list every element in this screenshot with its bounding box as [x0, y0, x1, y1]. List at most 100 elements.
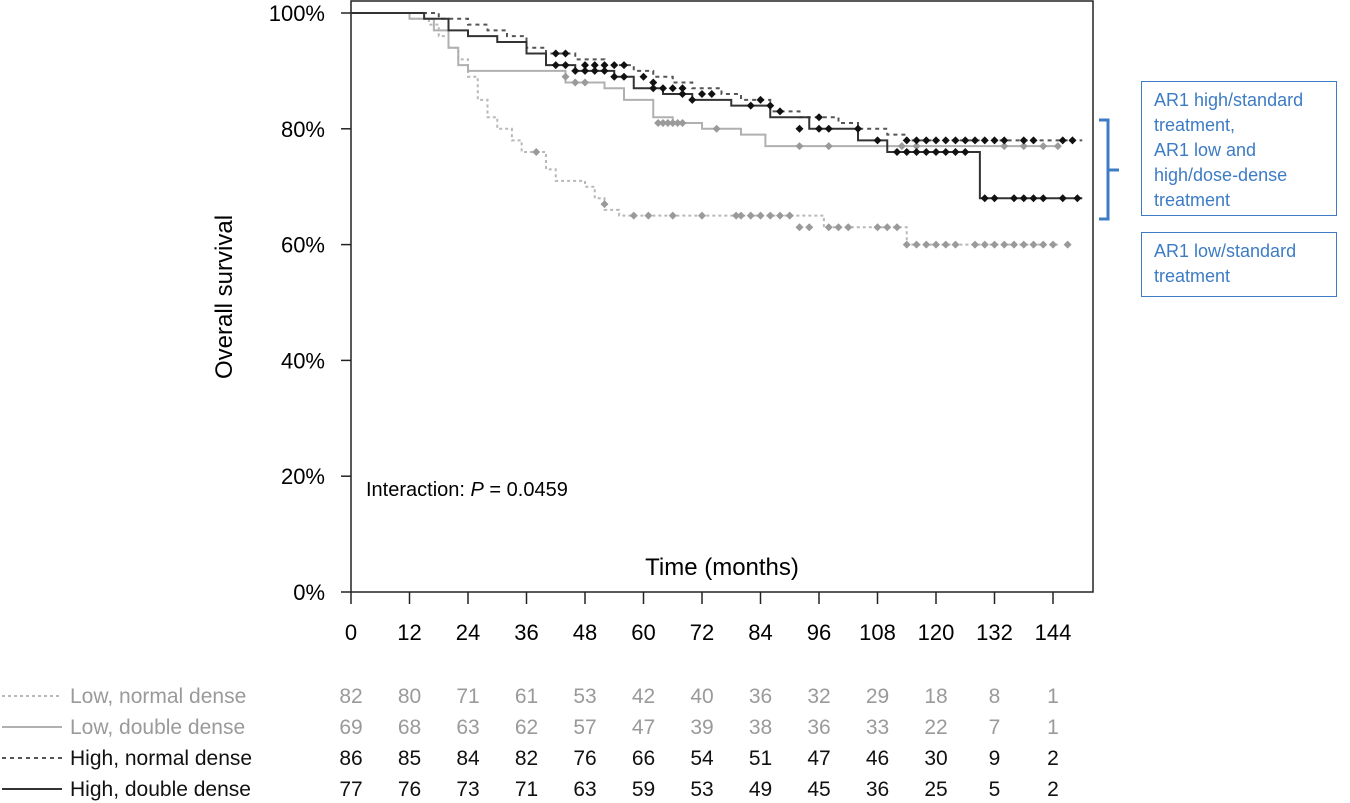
at-risk-count: 36	[807, 716, 830, 739]
at-risk-count: 2	[1047, 778, 1059, 801]
x-tick-label: 132	[976, 620, 1013, 645]
censor-mark	[678, 84, 687, 93]
legend-box-2-line: treatment	[1154, 266, 1231, 286]
series-line-3	[351, 12, 1083, 200]
at-risk-count: 38	[749, 716, 772, 739]
censor-mark	[649, 78, 658, 87]
at-risk-row-label: High, normal dense	[70, 747, 252, 770]
censor-mark	[737, 211, 745, 220]
censor-mark	[610, 72, 619, 81]
censor-mark	[776, 107, 784, 116]
censor-mark	[893, 223, 901, 232]
legend-box-low-standard: AR1 low/standard treatment	[1141, 232, 1337, 297]
annotation-prefix: Interaction:	[366, 479, 471, 501]
censor-mark	[698, 211, 706, 220]
at-risk-count: 82	[339, 685, 362, 708]
censor-mark	[897, 142, 906, 151]
censor-mark	[805, 223, 814, 232]
censor-mark	[590, 66, 599, 75]
censor-mark	[932, 240, 940, 249]
censor-mark	[629, 211, 638, 220]
y-tick-label: 40%	[281, 348, 325, 373]
censor-mark	[776, 211, 784, 220]
censor-mark	[707, 90, 716, 99]
censor-mark	[600, 200, 609, 209]
y-tick-label: 60%	[281, 233, 325, 258]
plot-frame	[350, 0, 1094, 593]
series-line-2	[351, 12, 1083, 142]
x-tick-label: 108	[859, 620, 896, 645]
censor-mark	[990, 136, 999, 145]
censor-mark	[1039, 194, 1048, 203]
at-risk-count: 40	[690, 685, 713, 708]
censor-mark	[902, 147, 911, 156]
x-tick-label: 120	[918, 620, 955, 645]
censor-mark	[824, 124, 833, 133]
censor-mark	[756, 211, 765, 220]
censor-mark	[980, 194, 989, 203]
censor-mark	[932, 136, 940, 145]
censor-mark	[1019, 142, 1028, 151]
censor-mark	[941, 147, 950, 156]
censor-mark	[551, 61, 560, 70]
at-risk-count: 86	[339, 747, 362, 770]
censor-mark	[663, 119, 672, 128]
censor-mark	[1000, 240, 1009, 249]
at-risk-count: 69	[339, 716, 362, 739]
censor-mark	[1053, 142, 1062, 151]
at-risk-count: 22	[924, 716, 947, 739]
at-risk-count: 30	[924, 747, 947, 770]
censor-mark	[746, 101, 755, 110]
censor-mark	[990, 240, 999, 249]
at-risk-count: 57	[573, 716, 596, 739]
at-risk-row-label: High, double dense	[70, 778, 251, 801]
at-risk-count: 66	[632, 747, 655, 770]
censor-mark	[649, 84, 658, 93]
censor-mark	[971, 240, 979, 249]
at-risk-row-label: Low, normal dense	[70, 685, 246, 708]
censor-mark	[1000, 142, 1009, 151]
censor-mark	[1019, 240, 1028, 249]
at-risk-count: 85	[398, 747, 421, 770]
series-line-0	[351, 12, 1058, 246]
censor-mark	[610, 61, 619, 70]
y-tick-label: 100%	[269, 1, 325, 26]
censor-mark	[815, 124, 823, 133]
at-risk-count: 71	[515, 778, 538, 801]
censor-mark	[795, 124, 804, 133]
at-risk-count: 51	[749, 747, 772, 770]
x-tick-label: 144	[1035, 620, 1072, 645]
censor-mark	[1049, 240, 1057, 249]
censor-mark	[581, 61, 589, 70]
at-risk-count: 36	[749, 685, 772, 708]
at-risk-count: 76	[573, 747, 596, 770]
censor-mark	[1019, 136, 1028, 145]
censor-mark	[902, 240, 911, 249]
at-risk-count: 5	[989, 778, 1001, 801]
censor-mark	[581, 66, 589, 75]
at-risk-count: 18	[924, 685, 947, 708]
censor-mark	[844, 223, 853, 232]
at-risk-count: 8	[989, 685, 1001, 708]
x-tick-label: 72	[690, 620, 714, 645]
censor-mark	[532, 147, 541, 156]
at-risk-count: 33	[866, 716, 889, 739]
legend-box-1-line: AR1 low and	[1154, 140, 1257, 160]
at-risk-count: 2	[1047, 747, 1059, 770]
censor-mark	[678, 119, 687, 128]
annotation-p-value: = 0.0459	[484, 479, 568, 501]
x-tick-label: 24	[456, 620, 480, 645]
at-risk-count: 29	[866, 685, 889, 708]
censor-mark	[766, 101, 775, 110]
censor-mark	[668, 84, 677, 93]
x-tick-label: 36	[514, 620, 538, 645]
y-axis-label: Overall survival	[211, 215, 238, 379]
censor-mark	[951, 136, 960, 145]
group-bracket	[1099, 118, 1119, 221]
censor-mark	[951, 240, 960, 249]
censor-mark	[581, 78, 589, 87]
at-risk-count: 71	[456, 685, 479, 708]
censor-mark	[912, 240, 921, 249]
censor-mark	[854, 124, 862, 133]
censor-mark	[659, 84, 667, 93]
